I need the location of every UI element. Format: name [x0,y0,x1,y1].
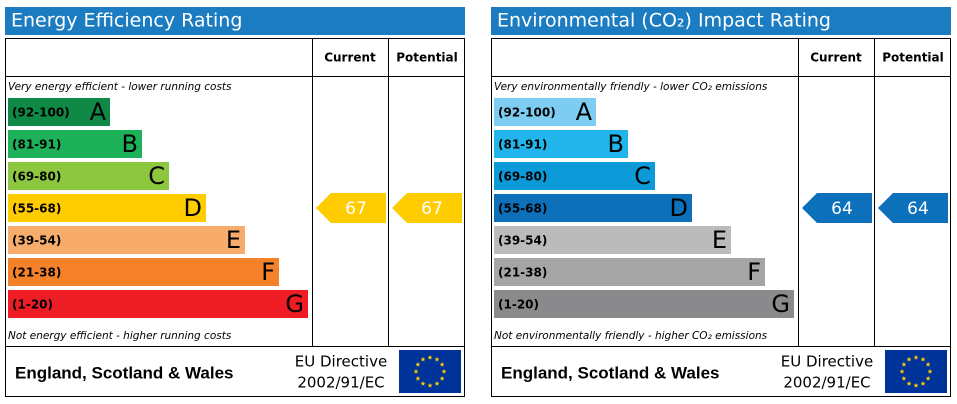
eu-star [901,375,907,381]
band-range: (69-80) [12,170,61,184]
column-header: Current [810,51,862,65]
rating-band [8,226,245,254]
footer-directive-number: 2002/91/EC [297,374,384,392]
rating-band [494,258,765,286]
eu-star [913,382,919,388]
band-range: (69-80) [498,170,547,184]
eu-star [906,381,912,386]
eu-star [439,361,445,367]
eu-star [913,354,919,360]
eu-star [925,361,931,367]
eu-star [927,368,933,374]
eu-star [441,368,447,374]
rating-value: 64 [907,199,929,219]
band-letter: C [148,162,165,190]
band-range: (1-20) [498,298,539,312]
band-letter: B [608,130,624,158]
rating-band [494,194,692,222]
band-range: (81-91) [498,138,547,152]
band-range: (55-68) [12,202,61,216]
band-range: (21-38) [12,266,61,280]
rating-arrow [392,193,462,223]
eu-star [415,375,421,381]
title-bar [491,7,951,35]
eu-star [427,354,433,360]
rating-arrow [878,193,948,223]
band-letter: G [771,290,790,318]
eu-star [413,368,419,374]
eu-star [899,368,905,374]
band-letter: F [747,258,761,286]
footer-directive: EU Directive [295,353,387,371]
rating-band [494,98,596,126]
column-header: Current [324,51,376,65]
band-range: (39-54) [498,234,547,248]
band-letter: D [670,194,688,222]
top-note: Very energy efficient - lower running co… [8,81,232,93]
column-header: Potential [396,51,458,65]
rating-band [494,290,794,318]
footer-region: England, Scotland & Wales [15,363,234,382]
band-letter: G [285,290,304,318]
band-letter: E [712,226,727,254]
eu-star [420,381,426,386]
band-letter: E [226,226,241,254]
footer-directive: EU Directive [781,353,873,371]
rating-arrow [316,193,386,223]
rating-band [8,194,206,222]
rating-band [494,162,655,190]
panel-title: Environmental (CO₂) Impact Rating [497,10,831,32]
rating-band [8,130,142,158]
rating-value: 67 [421,199,443,219]
eu-star [920,356,926,362]
rating-band [494,226,731,254]
footer-region: England, Scotland & Wales [501,363,720,382]
eu-star [427,382,433,388]
band-letter: F [261,258,275,286]
rating-band [8,162,169,190]
band-range: (55-68) [498,202,547,216]
rating-panel: Environmental (CO₂) Impact Rating Current… [491,7,951,397]
eu-star [434,356,440,362]
band-letter: A [90,98,107,126]
rating-panel: Energy Efficiency Rating Current Potential… [5,7,465,397]
bottom-note: Not energy efficient - higher running co… [8,330,232,342]
bottom-note: Not environmentally friendly - higher CO… [494,330,768,342]
panel-title: Energy Efficiency Rating [11,10,242,32]
top-note: Very environmentally friendly - lower CO… [494,81,768,93]
band-letter: A [576,98,593,126]
band-range: (92-100) [12,106,70,120]
eu-star [439,375,445,381]
band-letter: B [122,130,138,158]
eu-star [906,356,912,362]
eu-star [415,361,421,367]
eu-star [901,361,907,367]
rating-value: 67 [345,199,367,219]
eu-star [434,381,440,386]
band-range: (81-91) [12,138,61,152]
band-range: (21-38) [498,266,547,280]
title-bar [5,7,465,35]
footer-directive-number: 2002/91/EC [783,374,870,392]
band-range: (92-100) [498,106,556,120]
rating-arrow [802,193,872,223]
rating-band [494,130,628,158]
rating-band [8,290,308,318]
band-range: (39-54) [12,234,61,248]
eu-star [920,381,926,386]
rating-band [8,258,279,286]
band-letter: D [184,194,202,222]
column-header: Potential [882,51,944,65]
band-range: (1-20) [12,298,53,312]
eu-star [925,375,931,381]
rating-band [8,98,110,126]
eu-star [420,356,426,362]
rating-value: 64 [831,199,853,219]
band-letter: C [634,162,651,190]
